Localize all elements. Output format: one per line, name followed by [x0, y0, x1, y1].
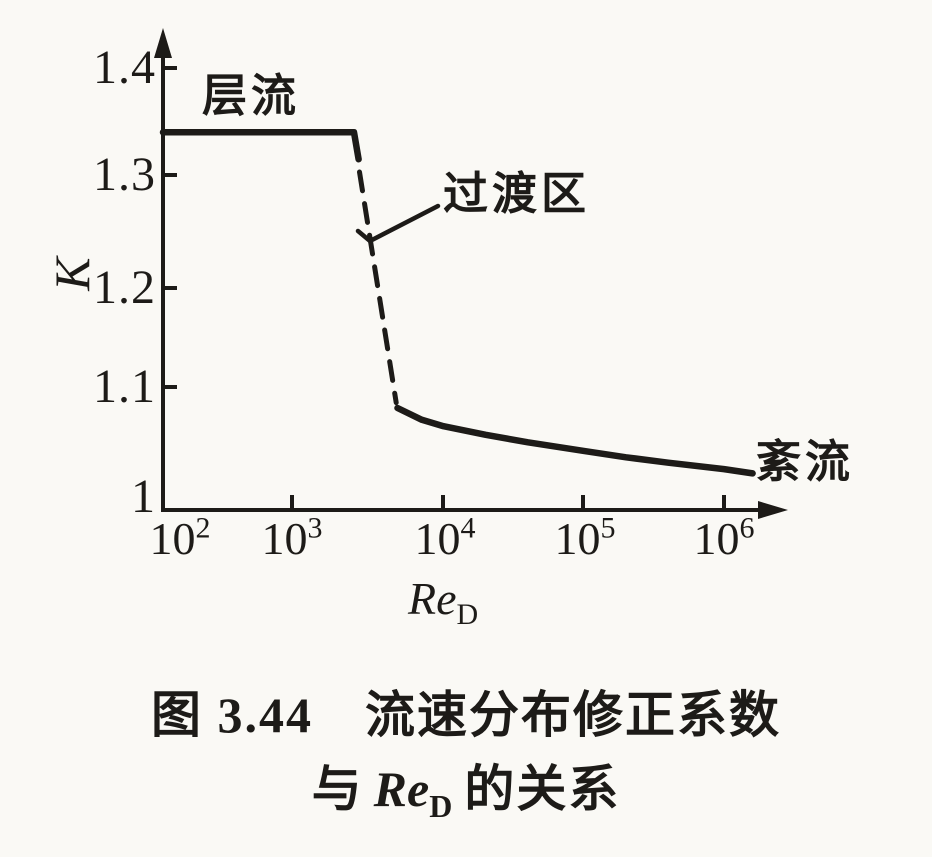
y-tick-label-1: 1	[131, 470, 156, 523]
figure-caption: 图 3.44 流速分布修正系数 与 ReD 的关系	[0, 686, 932, 822]
y-axis-title: K	[44, 257, 100, 291]
x-tick-base: 10	[554, 513, 601, 564]
x-tick-base: 10	[693, 513, 740, 564]
x-tick-label-1e3: 103	[261, 511, 323, 564]
x-tick-base: 10	[414, 513, 461, 564]
x-tick-exp: 6	[739, 511, 755, 545]
y-tick-label-1.3: 1.3	[93, 148, 156, 201]
y-tick-marks	[163, 66, 177, 389]
series-layer	[159, 129, 756, 477]
caption-line2: 与 ReD 的关系	[0, 760, 932, 822]
annotation-turbulent: 紊流	[756, 437, 855, 487]
x-tick-label-1e6: 106	[693, 511, 755, 564]
caption-line1: 图 3.44 流速分布修正系数	[151, 687, 781, 743]
x-axis-title-re: Re	[408, 573, 457, 624]
y-tick-label-1.1: 1.1	[93, 360, 156, 413]
series-turbulent	[394, 404, 756, 477]
annotation-transition: 过渡区	[443, 169, 591, 219]
x-tick-marks	[290, 495, 726, 510]
series-laminar	[159, 129, 362, 163]
x-tick-label-1e4: 104	[414, 511, 476, 564]
caption-line2-sub: D	[429, 788, 455, 824]
y-tick-label-1.4: 1.4	[93, 41, 156, 94]
chart-canvas	[154, 28, 788, 519]
x-tick-label-1e5: 105	[554, 511, 616, 564]
annotation-laminar: 层流	[202, 71, 301, 121]
caption-line2-re: Re	[373, 761, 430, 817]
caption-line2-prefix: 与	[311, 761, 364, 817]
series-transition	[357, 169, 399, 406]
x-tick-exp: 4	[460, 511, 476, 545]
caption-line2-suffix: 的关系	[464, 761, 621, 817]
x-tick-base: 10	[261, 513, 308, 564]
x-tick-base: 10	[149, 513, 196, 564]
x-axis-arrow-icon	[758, 501, 788, 519]
y-axis-arrow-icon	[154, 28, 172, 58]
y-tick-label-1.2: 1.2	[93, 261, 156, 314]
chart-area: 1.4 1.3 1.2 1.1 1 102 103 104 105 106 K …	[44, 28, 855, 630]
x-tick-exp: 3	[307, 511, 323, 545]
x-axis-title: ReD	[408, 572, 478, 630]
x-axis-title-sub: D	[456, 598, 479, 632]
x-tick-exp: 2	[195, 511, 211, 545]
x-tick-exp: 5	[600, 511, 616, 545]
x-tick-label-1e2: 102	[149, 511, 211, 564]
